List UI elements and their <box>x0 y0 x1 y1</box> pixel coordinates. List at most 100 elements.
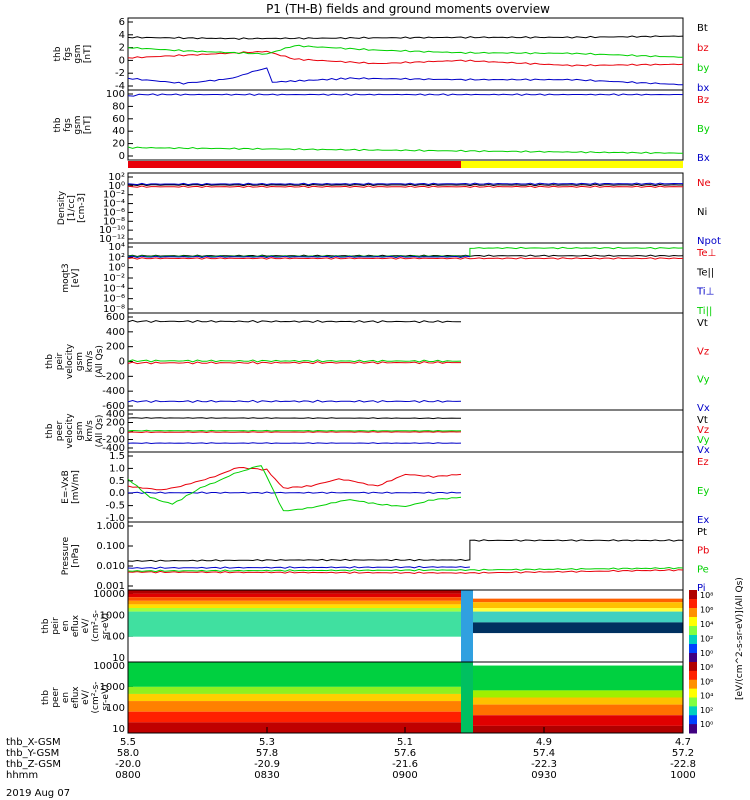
spectrogram-band <box>473 690 683 698</box>
x-row-label: thb_X-GSM <box>6 737 61 748</box>
y-tick-label: 6 <box>119 17 125 28</box>
y-axis-label: (cm²-s- <box>91 681 101 713</box>
panel-mode_bar <box>128 161 683 168</box>
y-tick-label: 20 <box>112 139 125 150</box>
y-axis-label: peir <box>55 352 65 370</box>
x-row-value: 5.1 <box>397 737 413 748</box>
y-tick-label: 100 <box>106 632 125 643</box>
y-tick-label: 10⁻² <box>103 190 125 201</box>
y-axis-label: eflux <box>71 686 81 709</box>
y-tick-label: 0.010 <box>96 561 125 572</box>
y-tick-label: 10⁻⁴ <box>103 199 125 210</box>
y-tick-label: 10² <box>108 252 125 263</box>
y-tick-label: 100 <box>106 89 125 100</box>
spectrogram-band <box>473 704 683 716</box>
y-axis-label: thb <box>41 618 51 633</box>
series-Vy <box>127 359 462 363</box>
legend-item: By <box>697 124 710 135</box>
y-axis-label: (cm²-s- <box>91 610 101 642</box>
y-tick-label: 0.0 <box>109 488 125 499</box>
colorbar-swatch <box>689 635 697 645</box>
legend-item: Te⊥ <box>696 248 716 259</box>
y-axis-label: [cm-3] <box>77 193 87 223</box>
colorbar-tick: 10⁰ <box>700 720 713 729</box>
y-tick-label: 0 <box>119 426 125 437</box>
colorbar-tick: 10⁶ <box>700 606 713 615</box>
x-row-value: 0800 <box>115 770 140 781</box>
y-tick-label: 400 <box>106 409 125 420</box>
colorbar-swatch <box>689 724 697 734</box>
colorbar-label-2: (All Qs) <box>735 577 745 610</box>
series-Pb <box>127 569 684 575</box>
panel-frame <box>127 89 684 161</box>
legend-item: Bt <box>697 23 708 34</box>
x-row-value: 0900 <box>392 770 417 781</box>
y-tick-label: -1.0 <box>105 513 125 524</box>
y-axis-label: thb <box>53 46 63 61</box>
series-By <box>127 146 683 155</box>
legend-item: Ti|| <box>696 306 712 317</box>
colorbar-swatch <box>689 608 697 618</box>
series-bz <box>127 50 684 67</box>
colorbar-swatch <box>689 590 697 600</box>
legend-item: Ni <box>697 207 707 218</box>
y-tick-label: 10⁻⁴ <box>103 283 125 294</box>
legend-item: bz <box>697 43 709 54</box>
x-row-value: 5.5 <box>120 737 136 748</box>
y-tick-label: 10⁻⁶ <box>103 207 125 218</box>
y-tick-label: 0.001 <box>96 581 125 592</box>
y-tick-label: 10⁰ <box>108 263 125 274</box>
series-Vt <box>127 417 461 420</box>
y-tick-label: 1.5 <box>109 451 125 462</box>
legend-item: Bz <box>697 95 709 106</box>
spectrogram-band <box>128 662 461 687</box>
x-row-value: 58.0 <box>117 748 139 759</box>
colorbar-swatch <box>689 688 697 698</box>
y-tick-label: 10⁻¹² <box>99 234 125 245</box>
y-tick-label: -200 <box>102 435 125 446</box>
legend-item: Ti⊥ <box>696 287 714 298</box>
y-tick-label: 4 <box>119 30 125 41</box>
legend-item: Ey <box>697 486 709 497</box>
y-tick-label: 10⁰ <box>108 181 125 192</box>
y-axis-label: fgs <box>63 47 73 61</box>
x-row-value: 1000 <box>670 770 695 781</box>
x-row-value: 57.6 <box>394 748 416 759</box>
date-label: 2019 Aug 07 <box>6 788 70 799</box>
y-tick-label: -600 <box>102 401 125 412</box>
legend-item: Pb <box>697 546 709 557</box>
y-tick-label: 2 <box>119 43 125 54</box>
legend-item: Ex <box>697 515 709 526</box>
spectrogram-transition <box>461 590 473 662</box>
y-tick-label: -400 <box>102 443 125 454</box>
y-tick-label: 0 <box>119 357 125 368</box>
legend-item: Pi <box>697 583 706 594</box>
x-row-value: 5.3 <box>259 737 275 748</box>
series-Ni <box>127 183 683 187</box>
series-Vt <box>127 319 461 324</box>
spectrogram-band <box>128 686 461 694</box>
x-row-value: -22.8 <box>670 759 696 770</box>
series-Pt <box>127 539 684 563</box>
spectrogram-band <box>473 598 683 603</box>
y-axis-label: velocity <box>65 343 75 379</box>
y-axis-label: E=-VxB <box>61 470 71 504</box>
y-tick-label: 1000 <box>100 682 125 693</box>
figure-title: P1 (TH-B) fields and ground moments over… <box>266 2 550 16</box>
colorbar-swatch <box>689 653 697 663</box>
colorbar-swatch <box>689 697 697 707</box>
legend-item: Vt <box>697 318 708 329</box>
y-tick-label: 400 <box>106 327 125 338</box>
legend-item: Bx <box>697 153 710 164</box>
y-tick-label: 80 <box>112 101 125 112</box>
y-axis-label: eflux <box>71 614 81 637</box>
y-axis-label: [mV/m] <box>71 470 81 504</box>
spectrogram-band <box>128 711 461 723</box>
x-row-value: 57.2 <box>672 748 694 759</box>
y-axis-label: [1/cc] <box>67 195 77 221</box>
colorbar-swatch <box>689 706 697 716</box>
series-Pi <box>127 565 470 570</box>
legend-item: Pe <box>697 564 709 575</box>
